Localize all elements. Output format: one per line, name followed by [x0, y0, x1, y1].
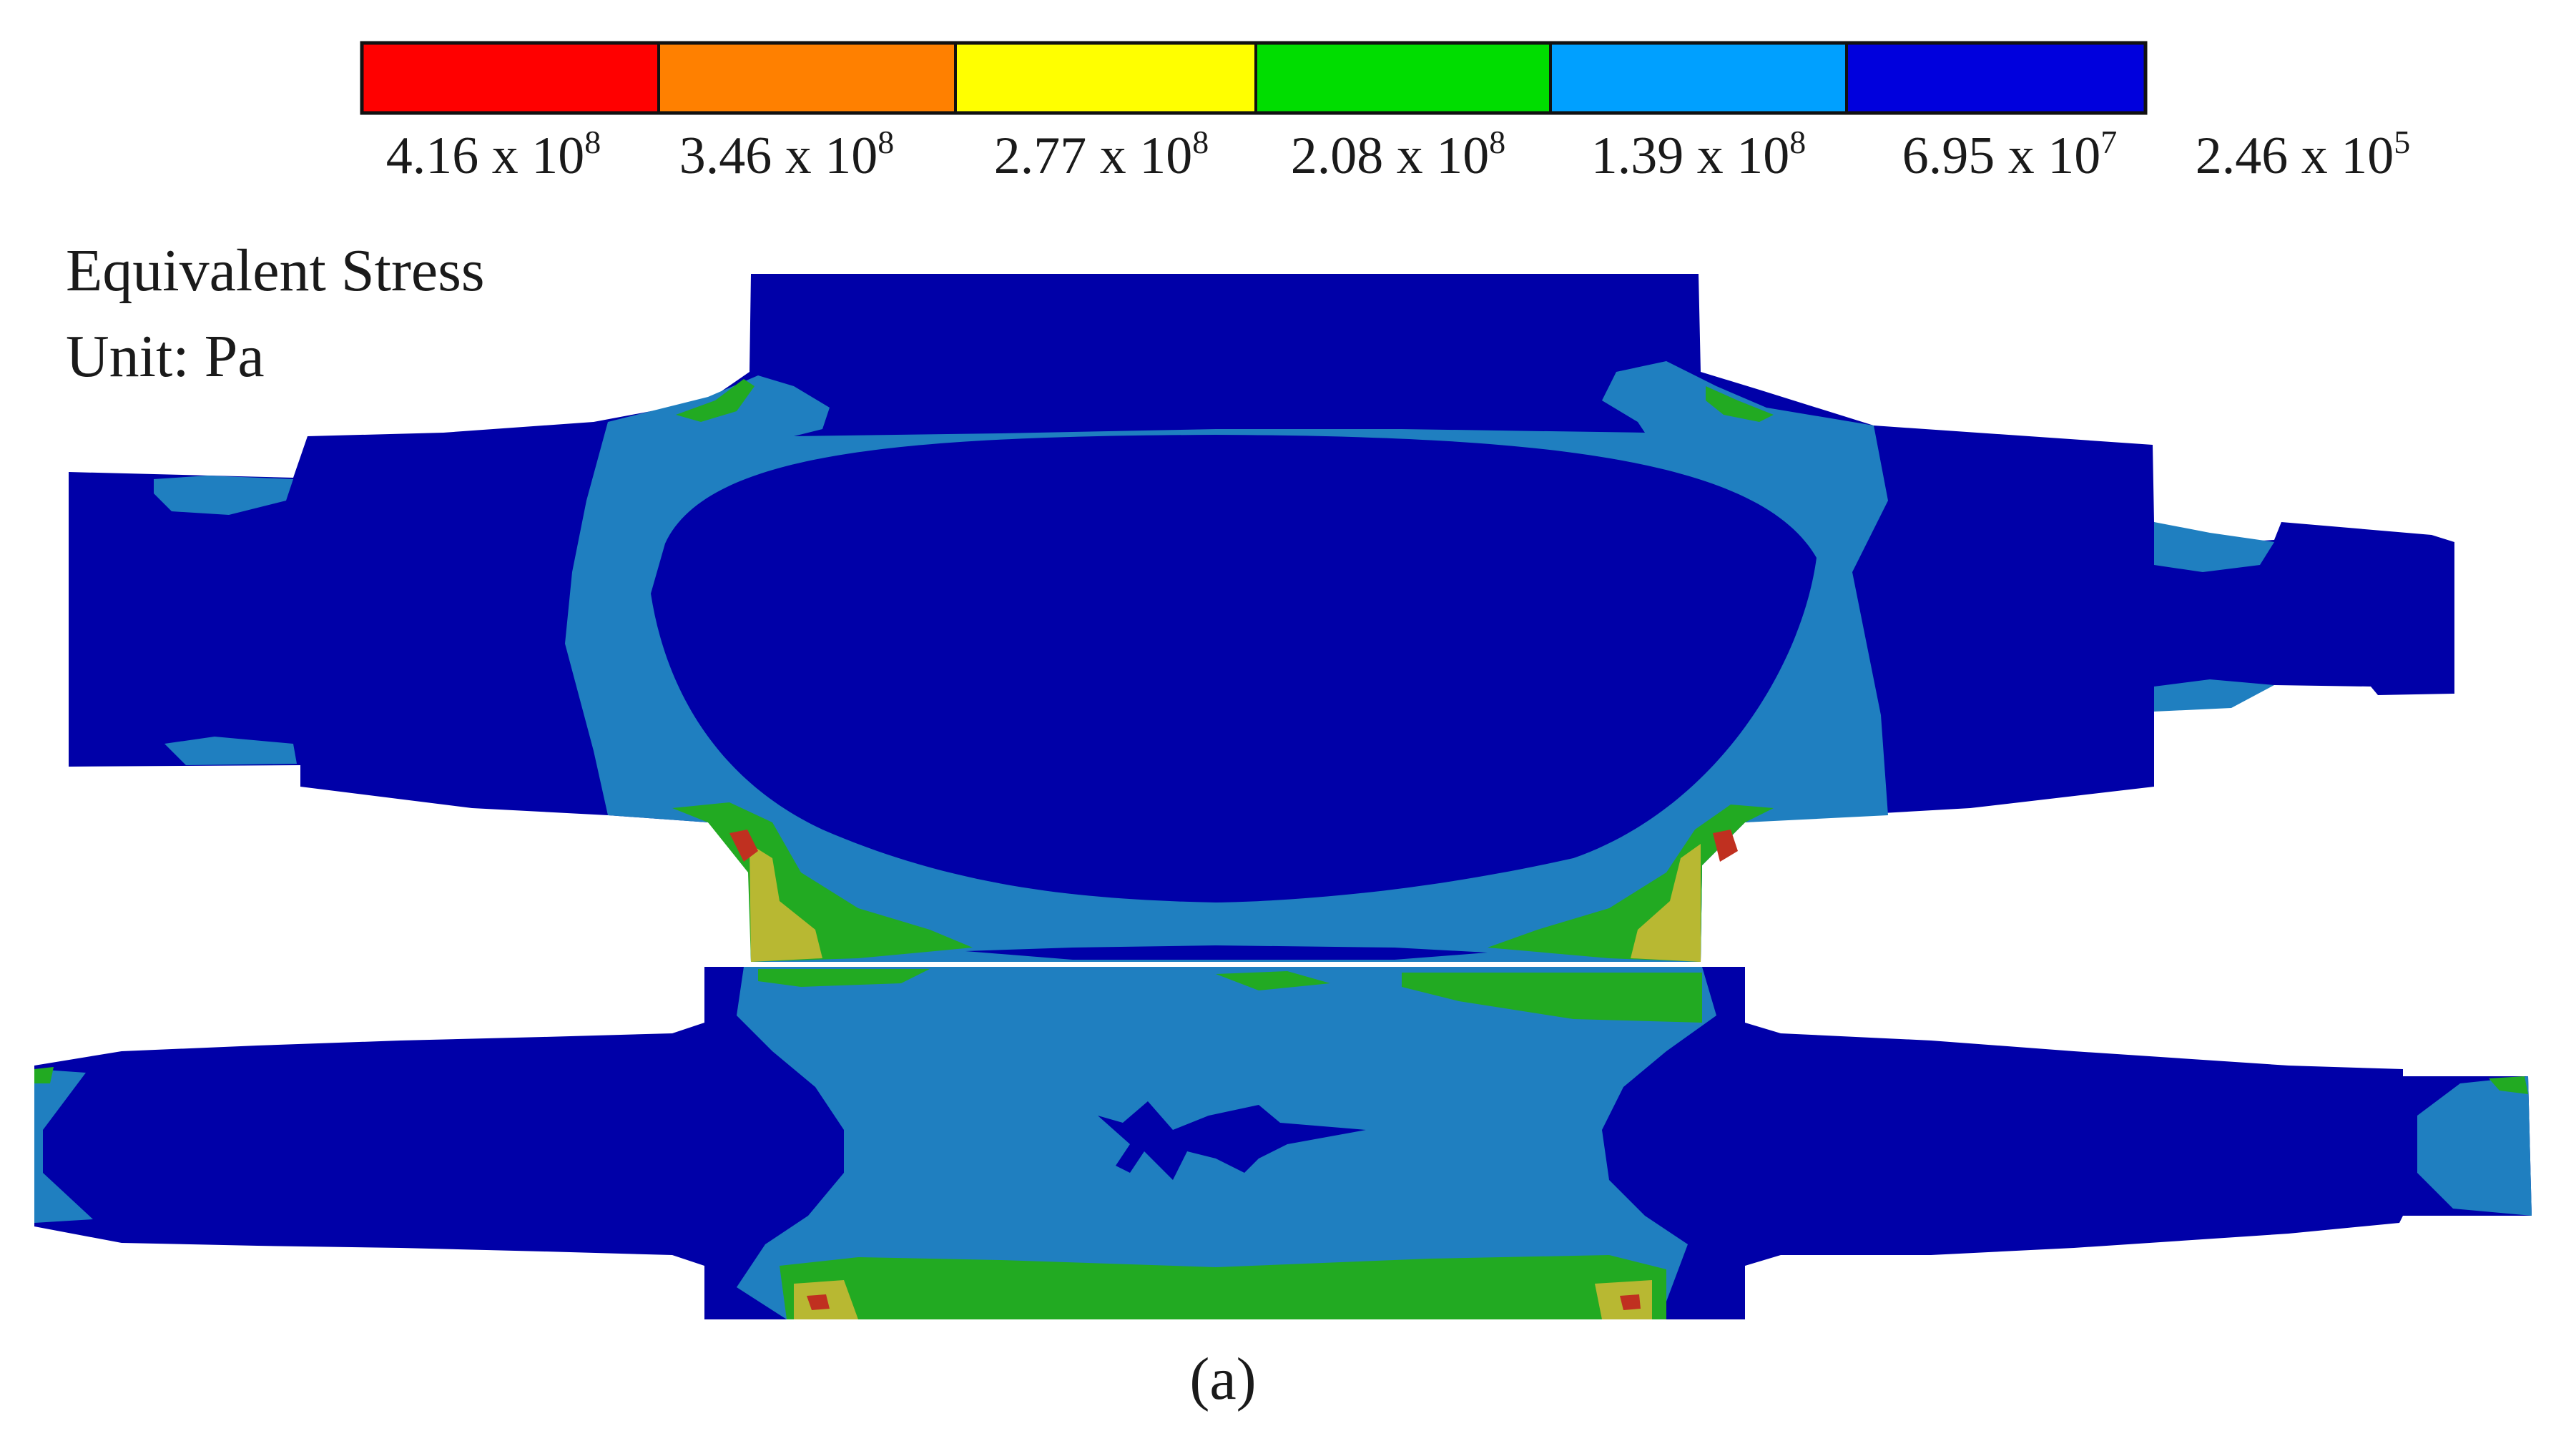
lower-top-left-green — [758, 969, 930, 987]
upper-left-shaft-blob-bottom — [164, 737, 297, 765]
upper-right-shaft-blob-top — [2154, 522, 2274, 572]
upper-left-lower-yellow — [749, 844, 822, 962]
lower-right-wedge — [2417, 1076, 2532, 1216]
unit-label: Unit: Pa — [66, 323, 265, 390]
legend-swatch-3 — [955, 43, 1256, 113]
legend-label-1: 4.16 x 108 — [385, 124, 601, 185]
upper-right-hot-spot — [1713, 830, 1738, 862]
lower-bottom-green-band — [780, 1255, 1666, 1319]
stress-title: Equivalent Stress — [66, 237, 485, 304]
lower-top-right-green — [1402, 973, 1702, 1023]
upper-part — [69, 274, 2454, 962]
upper-left-shaft-blob-top — [154, 476, 293, 515]
legend-swatch-6 — [1847, 43, 2145, 113]
legend-label-2: 3.46 x 108 — [679, 124, 895, 185]
upper-right-shoulder-green — [1706, 386, 1774, 422]
legend-swatch-2 — [659, 43, 955, 113]
upper-right-lower-yellow — [1631, 844, 1701, 962]
legend-swatch-1 — [362, 43, 659, 113]
legend-colorbar — [360, 41, 2148, 115]
upper-right-shaft-blob-bottom — [2154, 679, 2274, 712]
legend-label-3: 2.77 x 108 — [993, 124, 1209, 185]
legend-label-6: 6.95 x 107 — [1902, 124, 2118, 185]
legend-label-4: 2.08 x 108 — [1290, 124, 1506, 185]
lower-bottom-right-hot-spot — [1620, 1294, 1641, 1310]
legend-swatch-5 — [1550, 43, 1847, 113]
upper-contact-strip — [965, 945, 1488, 960]
legend-label-7: 2.46 x 105 — [2195, 124, 2411, 185]
lower-right-green-fleck — [2489, 1076, 2528, 1094]
lower-left-wedge — [34, 1069, 93, 1223]
legend-label-5: 1.39 x 108 — [1591, 124, 1807, 185]
upper-left-shoulder-green — [676, 379, 754, 422]
legend-frame — [360, 41, 2148, 115]
upper-right-lower-green — [1488, 805, 1774, 962]
lower-left-green-fleck — [34, 1067, 54, 1083]
figure-caption: (a) — [1189, 1346, 1257, 1412]
lower-center-dark-spot — [1098, 1101, 1366, 1180]
lower-top-mid-green — [1216, 971, 1330, 990]
upper-part-outline — [69, 274, 2454, 962]
upper-left-hot-spot — [729, 830, 758, 862]
legend-swatch-4 — [1256, 43, 1550, 113]
lower-bottom-left-hot-spot — [807, 1294, 830, 1310]
lower-part — [34, 967, 2532, 1319]
